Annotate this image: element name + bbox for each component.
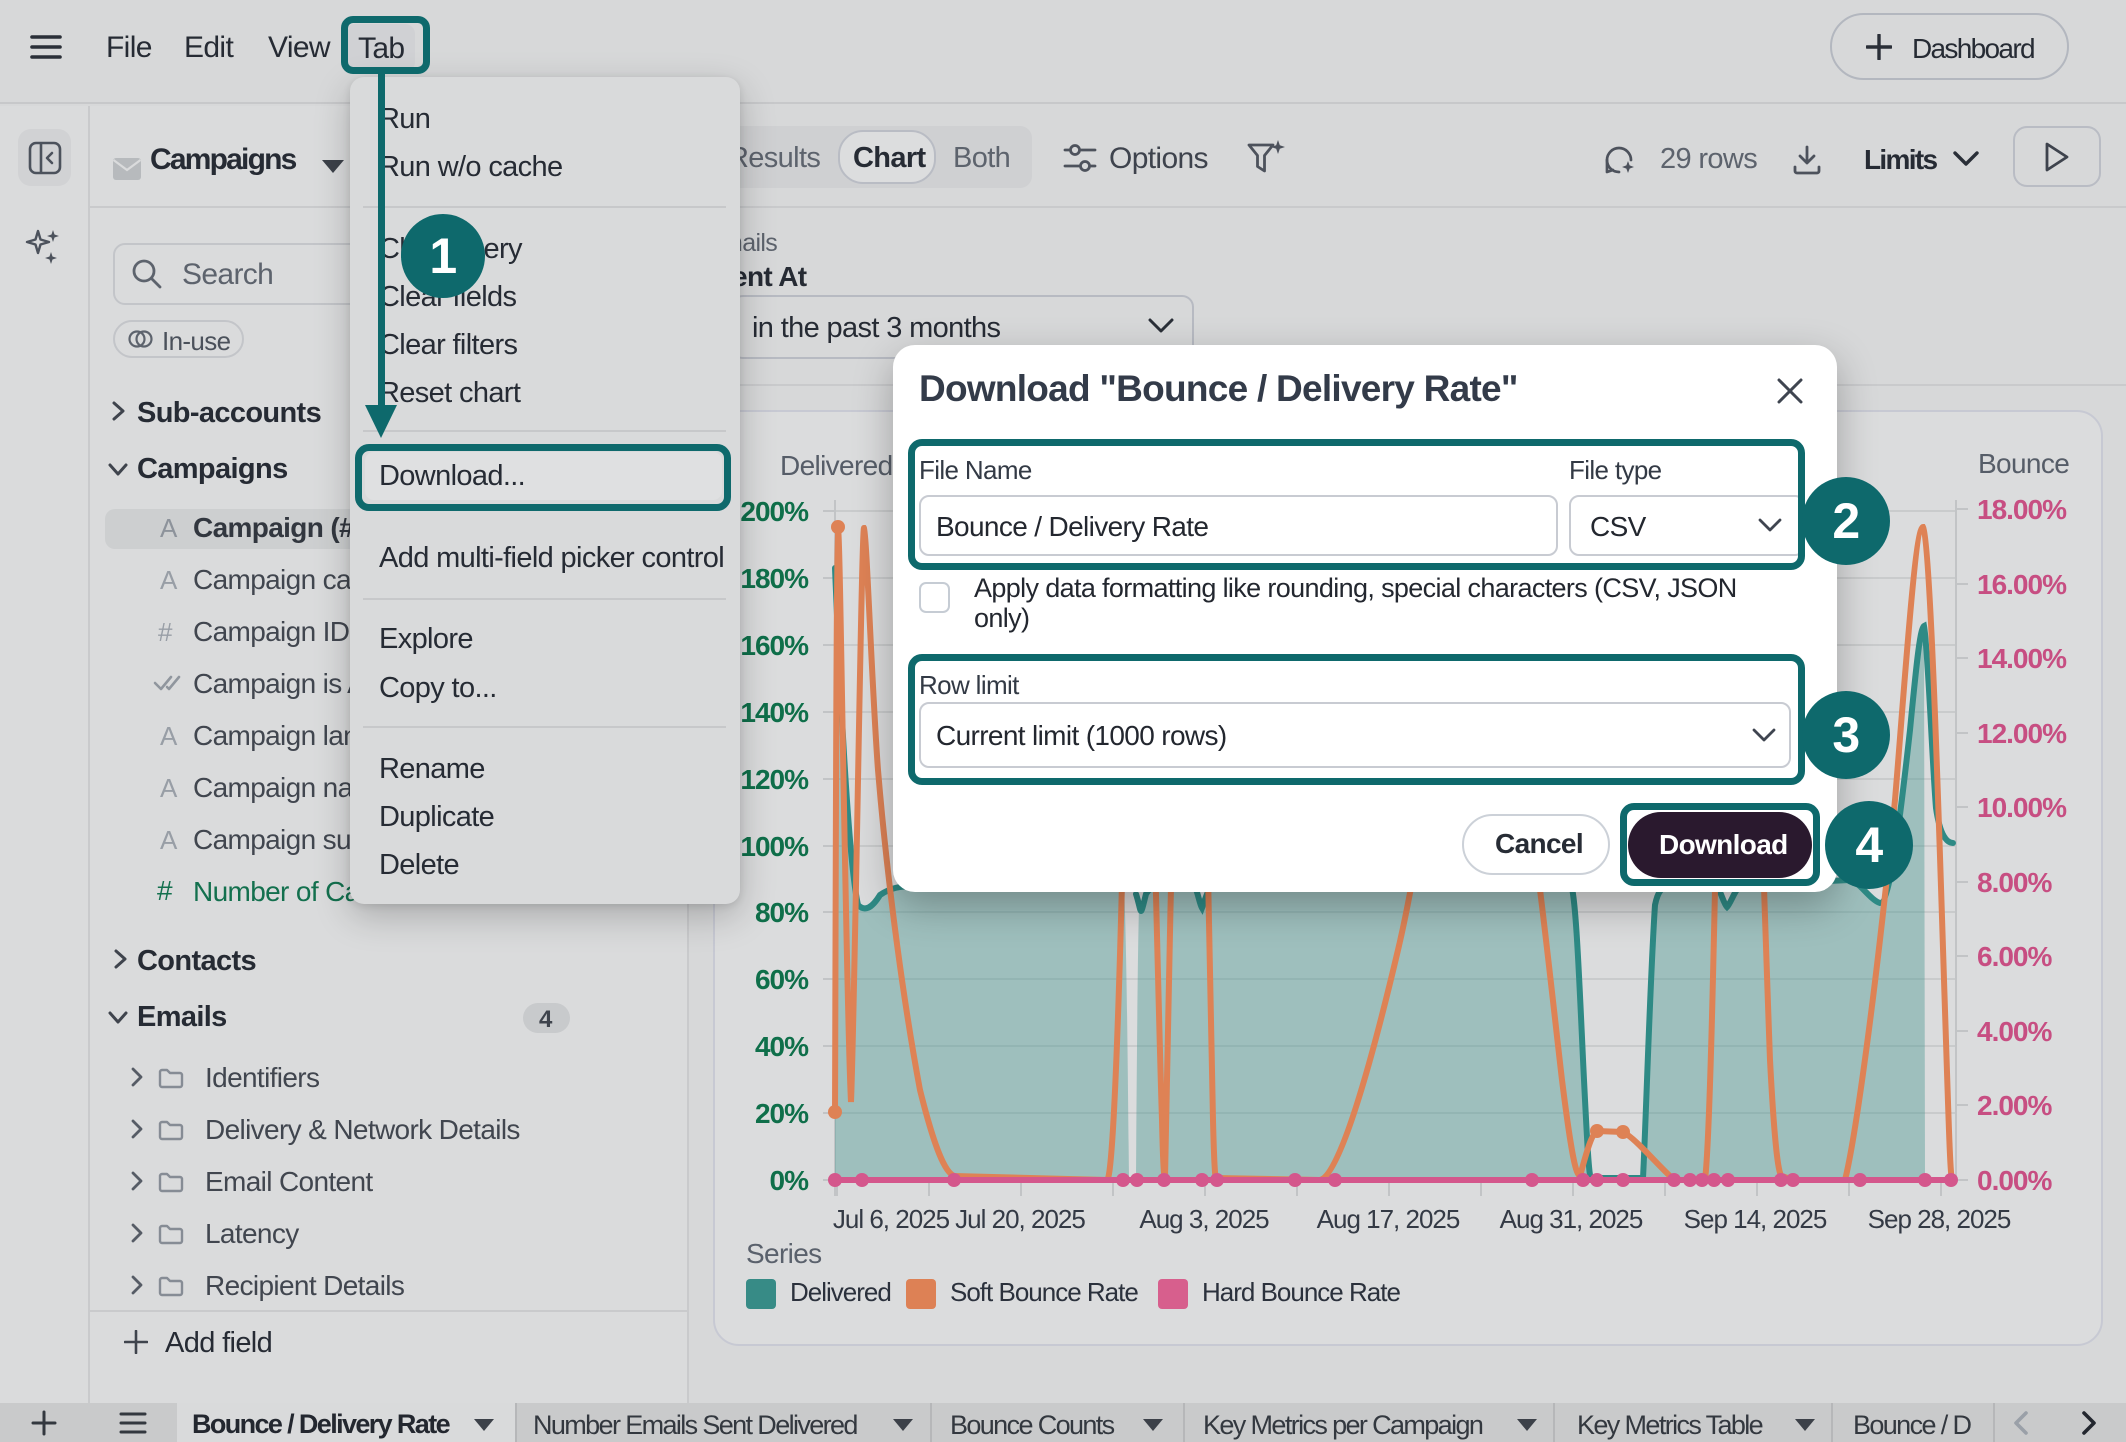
svg-text:Soft Bounce Rate: Soft Bounce Rate — [950, 1277, 1138, 1307]
svg-text:Aug 31, 2025: Aug 31, 2025 — [1500, 1204, 1643, 1234]
svg-text:2.00%: 2.00% — [1977, 1090, 2052, 1121]
svg-text:16.00%: 16.00% — [1977, 569, 2067, 600]
svg-text:0.00%: 0.00% — [1977, 1165, 2052, 1196]
svg-text:Aug 17, 2025: Aug 17, 2025 — [1317, 1204, 1460, 1234]
svg-text:180%: 180% — [740, 563, 809, 594]
svg-text:8.00%: 8.00% — [1977, 867, 2052, 898]
svg-text:Bounce: Bounce — [1978, 448, 2069, 479]
svg-text:80%: 80% — [755, 897, 809, 928]
svg-text:Aug 3, 2025: Aug 3, 2025 — [1139, 1204, 1269, 1234]
svg-text:4.00%: 4.00% — [1977, 1016, 2052, 1047]
svg-text:Jul 6, 2025: Jul 6, 2025 — [833, 1204, 950, 1234]
svg-text:20%: 20% — [755, 1098, 809, 1129]
svg-text:100%: 100% — [740, 831, 809, 862]
svg-text:60%: 60% — [755, 964, 809, 995]
svg-text:Jul 20, 2025: Jul 20, 2025 — [955, 1204, 1085, 1234]
svg-text:140%: 140% — [740, 697, 809, 728]
svg-text:18.00%: 18.00% — [1977, 494, 2067, 525]
svg-text:Delivered: Delivered — [790, 1277, 891, 1307]
svg-text:Series: Series — [746, 1238, 822, 1269]
svg-text:12.00%: 12.00% — [1977, 718, 2067, 749]
svg-text:0%: 0% — [770, 1165, 810, 1196]
svg-text:Sep 28, 2025: Sep 28, 2025 — [1868, 1204, 2011, 1234]
svg-text:Sep 14, 2025: Sep 14, 2025 — [1684, 1204, 1827, 1234]
svg-text:14.00%: 14.00% — [1977, 643, 2067, 674]
svg-text:160%: 160% — [740, 630, 809, 661]
svg-text:6.00%: 6.00% — [1977, 941, 2052, 972]
svg-text:200%: 200% — [740, 496, 809, 527]
svg-text:10.00%: 10.00% — [1977, 792, 2067, 823]
svg-text:40%: 40% — [755, 1031, 809, 1062]
svg-text:Hard Bounce Rate: Hard Bounce Rate — [1202, 1277, 1400, 1307]
svg-text:120%: 120% — [740, 764, 809, 795]
